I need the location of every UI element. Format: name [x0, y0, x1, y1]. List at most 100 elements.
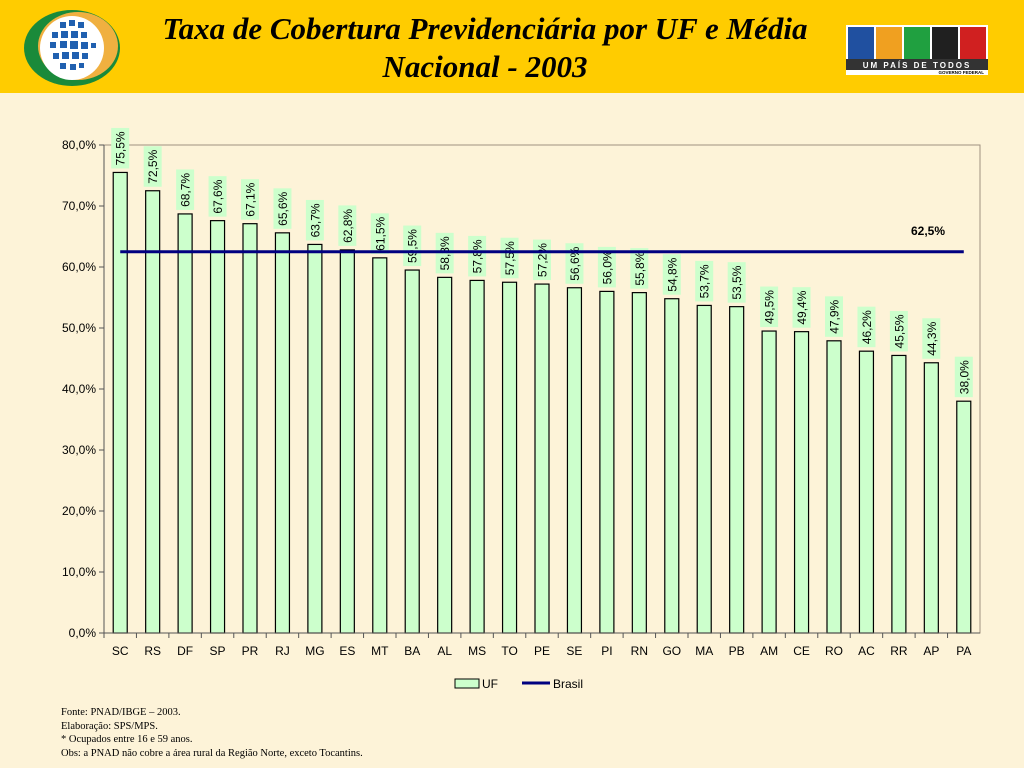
- x-label-AC: AC: [858, 644, 875, 658]
- bar-AP: [923, 362, 939, 634]
- note-source: Fonte: PNAD/IBGE – 2003.: [61, 707, 181, 718]
- y-tick-label: 20,0%: [62, 504, 96, 518]
- data-label-bg: [273, 188, 292, 229]
- data-label-SE: 56,6%: [568, 246, 582, 280]
- x-label-PE: PE: [534, 644, 550, 658]
- data-label-RS: 72,5%: [146, 149, 160, 183]
- x-label-SE: SE: [566, 644, 582, 658]
- data-label-PR: 67,1%: [244, 182, 258, 216]
- brasil-line: 62,5%: [120, 224, 964, 254]
- y-tick-label: 50,0%: [62, 321, 96, 335]
- x-label-PB: PB: [729, 644, 745, 658]
- legend-label-brasil: Brasil: [553, 677, 583, 691]
- bar-PE: [534, 283, 550, 634]
- data-label-SC: 75,5%: [114, 131, 128, 165]
- data-label-SP: 67,6%: [211, 179, 225, 213]
- data-label-PI: 56,0%: [600, 250, 614, 284]
- title-line-1: Taxa de Cobertura Previdenciária por UF …: [162, 11, 808, 46]
- bar-MG: [307, 243, 323, 634]
- bar-SP: [209, 220, 226, 634]
- data-label-RR: 45,5%: [892, 314, 906, 348]
- x-axis-labels: SC RS DF SP PR RJ MG ES MT BA AL MS TO PE SE PI RN GO MA PB…: [103, 632, 980, 658]
- data-label-PE: 57,2%: [536, 243, 550, 277]
- data-label-GO: 54,8%: [665, 257, 679, 291]
- data-label-bg: [241, 179, 259, 220]
- data-label-bg: [727, 262, 746, 303]
- data-label-bg: [889, 310, 908, 352]
- data-label-bg: [792, 287, 811, 328]
- bar-GO: [664, 298, 680, 634]
- x-label-PA: PA: [956, 644, 971, 658]
- x-label-PR: PR: [242, 644, 259, 658]
- bar-MS: [469, 279, 485, 634]
- y-tick-label: 60,0%: [62, 260, 96, 274]
- data-label-AC: 46,2%: [860, 310, 874, 344]
- x-label-RR: RR: [890, 644, 908, 658]
- data-label-bg: [954, 356, 973, 398]
- legend-swatch-uf: [454, 678, 480, 689]
- x-label-MS: MS: [468, 644, 486, 658]
- data-label-bg: [662, 254, 681, 295]
- note-obs: Obs: a PNAD não cobre a área rural da Re…: [61, 747, 363, 759]
- bar-PA: [956, 400, 972, 634]
- logo-tagline: UM PAÍS DE TODOS: [863, 61, 972, 70]
- x-label-MT: MT: [371, 644, 389, 658]
- bar-TO: [501, 281, 518, 634]
- page-title: Taxa de Cobertura Previdenciária por UF …: [110, 10, 860, 86]
- data-label-MA: 53,7%: [698, 264, 712, 298]
- data-label-RO: 47,9%: [828, 299, 842, 333]
- data-label-bg: [760, 286, 779, 328]
- header: Taxa de Cobertura Previdenciária por UF …: [0, 0, 1024, 93]
- note-elaboration: Elaboração: SPS/MPS.: [61, 720, 158, 732]
- x-label-PI: PI: [601, 644, 612, 658]
- y-tick-label: 80,0%: [62, 138, 96, 152]
- data-label-bg: [468, 235, 487, 277]
- data-label-bg: [403, 225, 422, 267]
- data-label-bg: [630, 248, 649, 289]
- x-label-AP: AP: [923, 644, 939, 658]
- x-label-TO: TO: [501, 644, 517, 658]
- data-label-bg: [825, 296, 843, 337]
- data-label-bg: [500, 237, 519, 279]
- data-label-PB: 53,5%: [730, 265, 744, 299]
- x-label-BA: BA: [404, 644, 420, 658]
- bar-chart: 0,0% 10,0% 20,0% 30,0% 40,0% 50,0% 60,0% 70,0% 8…: [62, 127, 981, 691]
- x-label-DF: DF: [177, 644, 193, 658]
- legend-label-uf: UF: [482, 677, 498, 691]
- bar-RN: [631, 292, 647, 634]
- previdencia-logo: [24, 10, 120, 86]
- bar-RJ: [274, 232, 291, 634]
- brasil-logo: UM PAÍS DE TODOS GOVERNO FEDERAL: [846, 25, 988, 75]
- y-tick-label: 10,0%: [62, 565, 96, 579]
- data-label-AP: 44,3%: [925, 321, 939, 355]
- bar-SC: [112, 171, 128, 634]
- data-label-bg: [143, 146, 162, 187]
- x-label-RN: RN: [631, 644, 648, 658]
- x-label-MG: MG: [305, 644, 324, 658]
- data-label-bg: [565, 243, 584, 284]
- data-label-bg: [338, 205, 357, 246]
- bar-RO: [826, 340, 842, 634]
- x-label-RS: RS: [144, 644, 161, 658]
- bar-PR: [242, 223, 258, 634]
- bar-CE: [793, 331, 810, 634]
- x-label-GO: GO: [662, 644, 681, 658]
- note-age: * Ocupados entre 16 e 59 anos.: [61, 734, 193, 745]
- data-label-bg: [111, 127, 130, 169]
- legend: UF Brasil: [454, 677, 583, 691]
- data-label-PA: 38,0%: [957, 360, 971, 394]
- bar-RR: [891, 354, 907, 634]
- data-label-BA: 59,5%: [406, 229, 420, 263]
- bar-AC: [858, 350, 875, 634]
- bar-PI: [599, 290, 615, 634]
- y-tick-label: 40,0%: [62, 382, 96, 396]
- data-label-bg: [176, 169, 195, 210]
- bar-MA: [696, 304, 712, 634]
- data-label-bg: [857, 306, 876, 348]
- brasil-average-label: 62,5%: [911, 224, 945, 238]
- y-tick-label: 70,0%: [62, 199, 96, 213]
- data-label-bg: [208, 176, 227, 217]
- data-label-TO: 57,5%: [503, 241, 517, 275]
- title-line-2: Nacional - 2003: [382, 49, 588, 84]
- footnotes: Fonte: PNAD/IBGE – 2003. Elaboração: SPS…: [61, 706, 363, 760]
